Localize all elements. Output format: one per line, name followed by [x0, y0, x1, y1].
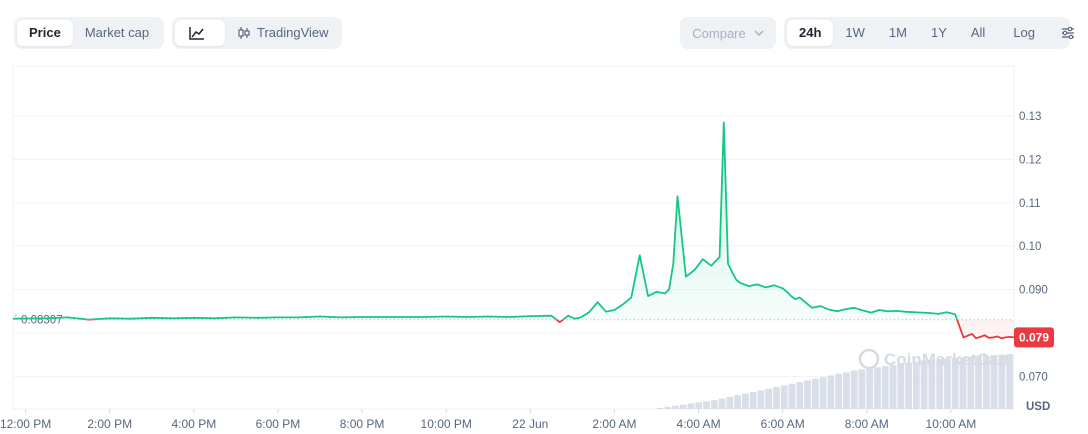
- range-1m-tab[interactable]: 1M: [888, 25, 907, 40]
- plot-frame: [12, 65, 1015, 410]
- volume-bar: [765, 388, 773, 409]
- volume-bar: [734, 395, 741, 409]
- volume-bar: [959, 357, 967, 409]
- volume-bar: [788, 383, 796, 409]
- volume-bar: [726, 396, 734, 409]
- y-tick-label: 0.070: [1019, 371, 1048, 383]
- volume-bar: [695, 402, 703, 409]
- x-tick-label: 4:00 AM: [677, 417, 721, 431]
- y-tick-label: 0.11: [1019, 198, 1041, 210]
- volume-bar: [819, 377, 827, 409]
- chart-view-toggle: TradingView: [172, 17, 342, 49]
- watermark: CoinMarketCap: [858, 348, 1009, 370]
- volume-bar: [804, 380, 811, 409]
- volume-bar: [858, 369, 866, 409]
- x-tick-label: 10:00 PM: [421, 417, 472, 431]
- price-area-below: [13, 319, 1014, 339]
- tradingview-tab[interactable]: TradingView: [225, 20, 341, 46]
- volume-bar: [664, 406, 672, 409]
- volume-bar: [936, 358, 944, 409]
- volume-bar: [928, 359, 936, 409]
- volume-bar: [889, 365, 897, 409]
- volume-bar: [897, 363, 905, 409]
- volume-bar: [703, 401, 710, 409]
- candlestick-icon: [238, 27, 250, 39]
- volume-bar: [866, 368, 874, 409]
- sliders-icon: [1062, 27, 1075, 39]
- metric-toggle: Price Market cap: [14, 17, 164, 49]
- volume-bar: [656, 407, 664, 409]
- volume-bar: [835, 373, 843, 409]
- x-tick-label: 2:00 AM: [592, 417, 636, 431]
- volume-bar: [827, 375, 835, 409]
- line-chart-icon: [189, 27, 204, 40]
- y-tick-label: 0.090: [1019, 285, 1048, 297]
- volume-bar: [990, 355, 998, 409]
- coinmarketcap-logo-icon: [858, 348, 880, 370]
- x-tick-label: 22 Jun: [512, 417, 548, 431]
- volume-bar: [850, 370, 858, 409]
- y-tick-label: 0.10: [1019, 241, 1041, 253]
- volume-bar: [967, 356, 975, 409]
- price-line-up: [12, 121, 959, 320]
- volume-bar: [780, 385, 788, 409]
- x-tick-label: 8:00 AM: [845, 417, 889, 431]
- price-area-above: [13, 122, 958, 320]
- watermark-text: CoinMarketCap: [884, 350, 1009, 369]
- volume-bar: [944, 358, 951, 409]
- currency-label: USD: [1026, 401, 1050, 413]
- reference-price-label: ˈ 0.08307: [14, 315, 63, 327]
- volume-bar: [982, 355, 990, 409]
- volume-bar: [998, 354, 1006, 409]
- x-tick-label: 2:00 PM: [87, 417, 132, 431]
- volume-bar: [749, 391, 757, 409]
- volume-bar: [710, 400, 718, 409]
- price-line-down: [80, 319, 1015, 340]
- volume-bar: [741, 393, 749, 409]
- range-24h-tab[interactable]: 24h: [787, 20, 834, 46]
- tradingview-label: TradingView: [257, 25, 329, 40]
- volume-bar: [843, 372, 850, 409]
- compare-dropdown[interactable]: Compare: [680, 17, 776, 49]
- chevron-down-icon: [754, 30, 764, 36]
- volume-bar: [718, 398, 726, 409]
- x-tick-label: 6:00 PM: [256, 417, 301, 431]
- volume-bar: [905, 362, 912, 409]
- last-price-tag: [1014, 327, 1054, 348]
- volume-bar: [811, 378, 819, 409]
- chart-settings-button[interactable]: [1051, 20, 1088, 46]
- volume-bar: [672, 405, 679, 409]
- volume-bar: [920, 360, 928, 409]
- x-tick-label: 4:00 PM: [172, 417, 217, 431]
- last-price-label: 0.079: [1019, 330, 1049, 344]
- x-tick-label: 12:00 PM: [0, 417, 51, 431]
- x-tick-label: 10:00 AM: [926, 417, 977, 431]
- volume-bar: [951, 357, 959, 409]
- volume-bar: [881, 366, 889, 409]
- volume-bar: [975, 356, 982, 409]
- y-tick-label: 0.13: [1019, 111, 1041, 123]
- price-tab[interactable]: Price: [17, 20, 73, 46]
- line-chart-tab[interactable]: [175, 20, 225, 46]
- volume-bar: [796, 382, 804, 409]
- volume-bar: [1006, 354, 1013, 409]
- x-tick-label: 6:00 AM: [761, 417, 805, 431]
- volume-bar: [757, 390, 765, 409]
- volume-bar: [874, 367, 881, 409]
- market-cap-tab[interactable]: Market cap: [84, 25, 150, 40]
- volume-bar: [773, 387, 780, 409]
- volume-bar: [912, 361, 920, 409]
- range-1w-tab[interactable]: 1W: [845, 25, 865, 40]
- x-tick-label: 8:00 PM: [340, 417, 385, 431]
- log-scale-toggle[interactable]: Log: [1013, 25, 1036, 40]
- y-tick-label: 0.12: [1019, 154, 1041, 166]
- compare-label: Compare: [692, 25, 746, 41]
- volume-bar: [679, 404, 687, 409]
- range-selector: 24h 1W 1M 1Y All Log: [784, 17, 1075, 49]
- volume-bar: [687, 403, 695, 409]
- range-1y-tab[interactable]: 1Y: [930, 25, 947, 40]
- range-all-tab[interactable]: All: [970, 25, 986, 40]
